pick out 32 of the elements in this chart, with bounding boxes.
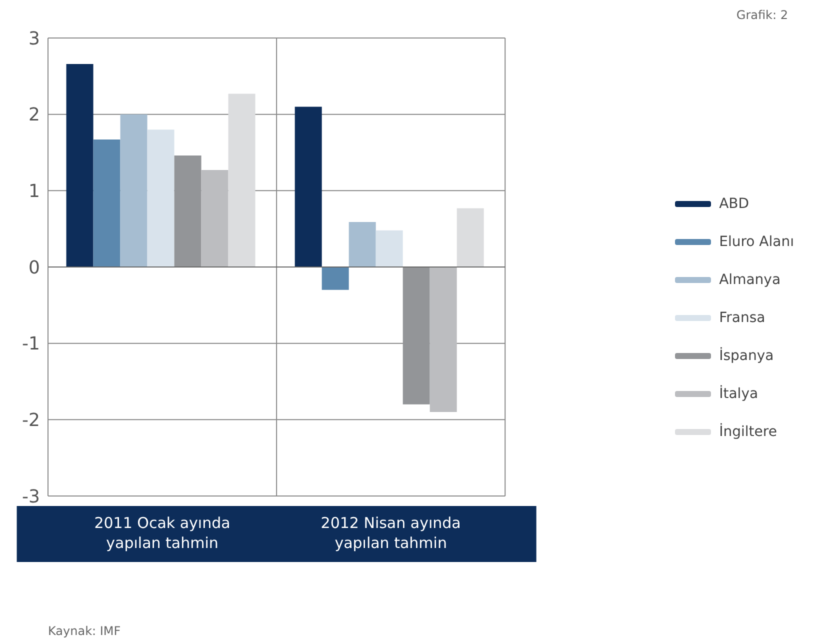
bar [201,170,228,267]
legend-label: Eluro Alanı [719,234,794,250]
y-tick-label: 2 [28,104,40,126]
legend-label: İtalya [719,386,758,402]
legend-label: İspanya [719,348,774,364]
legend-label: İngiltere [719,424,777,440]
bar [147,130,174,267]
bar [456,208,484,267]
text: Kaynak: IMF [48,624,121,638]
bar [120,114,148,267]
bar [228,94,256,267]
x-tick-label: 2011 Ocak ayında yapılan tahmin [94,514,230,552]
y-tick-label: -3 [22,486,40,508]
y-tick-label: 3 [28,28,40,50]
bar [430,267,457,412]
y-tick-label: 0 [28,257,40,278]
legend-label: ABD [719,196,750,212]
bar [294,106,322,267]
bar [402,267,430,404]
x-tick-label: 2012 Nisan ayında yapılan tahmin [320,514,461,552]
bar [174,156,202,267]
text: Grafik: 2 [736,8,788,22]
bar [66,64,94,267]
y-tick-label: -2 [22,410,40,432]
bar [376,230,403,267]
y-tick-label: 1 [28,181,40,202]
legend-label: Fransa [719,310,766,326]
bar [348,222,376,267]
bar [93,140,120,267]
legend-label: Almanya [719,272,781,288]
y-tick-label: -1 [22,334,40,355]
bar [322,267,349,290]
